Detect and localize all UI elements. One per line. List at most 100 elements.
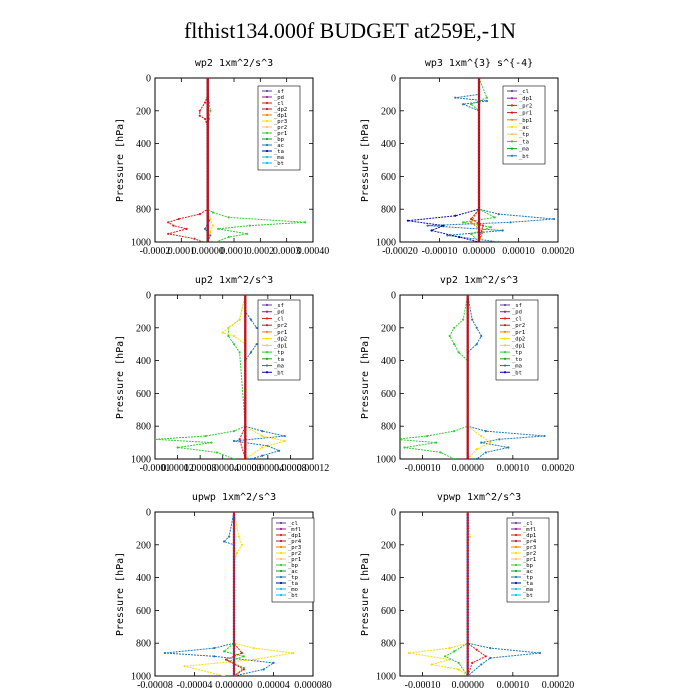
zero-line-marker xyxy=(206,82,209,85)
zero-line-marker xyxy=(206,143,209,147)
series-point_pr1 xyxy=(176,446,179,449)
series-line_tp xyxy=(467,295,545,459)
zero-line-marker xyxy=(244,324,247,327)
series-point_pr1 xyxy=(210,441,213,444)
zero-line-marker xyxy=(477,85,481,88)
legend-entry: _pr3 xyxy=(288,545,301,551)
zero-line-marker xyxy=(206,101,209,105)
zero-line-marker xyxy=(232,650,236,653)
zero-line-marker xyxy=(244,402,247,405)
series-point_pr1 xyxy=(227,235,230,239)
zero-line-marker xyxy=(477,207,481,211)
zero-line-marker xyxy=(466,385,469,389)
zero-line-marker xyxy=(466,574,469,578)
series-point_pr2 xyxy=(252,658,255,661)
series-point_tp xyxy=(484,451,487,454)
zero-line-marker xyxy=(206,96,209,99)
zero-line-marker xyxy=(466,622,469,625)
zero-line-marker xyxy=(232,655,236,659)
zero-line-marker xyxy=(244,455,247,458)
zero-line-marker xyxy=(206,157,209,161)
zero-line-marker xyxy=(466,658,469,661)
zero-line-marker xyxy=(244,318,247,322)
chart-title: wp2 1xm^2/s^3 xyxy=(195,58,273,69)
zero-line-marker xyxy=(206,166,209,169)
zero-line-marker xyxy=(232,541,236,544)
zero-line-marker xyxy=(232,588,236,592)
zero-line-marker xyxy=(477,113,481,116)
series-point_tp xyxy=(213,647,216,650)
legend-entry: _ma xyxy=(512,364,522,370)
y-tick-label: 0 xyxy=(391,291,396,302)
series-point_tp xyxy=(475,343,478,346)
x-tick-label: 0.00010 xyxy=(497,680,530,691)
zero-line-marker xyxy=(206,160,209,163)
legend-entry: _sf xyxy=(274,303,284,309)
zero-line-marker xyxy=(232,560,236,564)
series-point_dp2 xyxy=(201,240,204,242)
zero-line-marker xyxy=(244,405,247,408)
zero-line-marker xyxy=(232,605,236,608)
y-tick-label: 1000 xyxy=(131,455,151,466)
zero-line-marker xyxy=(206,205,209,208)
legend-entry: _cl xyxy=(274,316,284,322)
legend-entry: _dp2 xyxy=(512,337,525,343)
series-point_dp2 xyxy=(198,114,201,117)
zero-line-marker xyxy=(244,410,247,414)
zero-line-marker xyxy=(244,296,247,299)
zero-line-marker xyxy=(244,349,247,352)
zero-line-marker xyxy=(466,594,469,597)
series-point_dp2 xyxy=(193,237,196,240)
legend-entry: _ta xyxy=(274,149,284,155)
legend-swatch-marker xyxy=(265,107,269,111)
zero-line-marker xyxy=(466,422,469,425)
zero-line-marker xyxy=(466,600,469,603)
zero-line-marker xyxy=(244,380,247,383)
legend-entry: _cl xyxy=(274,101,284,107)
series-point_tp xyxy=(272,661,275,664)
zero-line-marker xyxy=(466,625,469,628)
series-point_tp xyxy=(426,224,429,227)
x-tick-label: 0.00000 xyxy=(229,463,262,474)
zero-line-marker xyxy=(466,544,469,547)
legend-entry: _bt xyxy=(519,154,529,160)
series-point_pr2 xyxy=(430,663,433,666)
zero-line-marker xyxy=(477,149,481,152)
zero-line-marker xyxy=(244,316,247,319)
zero-line-marker xyxy=(466,413,469,417)
zero-line-marker xyxy=(466,605,469,608)
legend-entry: _pr1 xyxy=(274,131,287,137)
zero-line-marker xyxy=(477,221,481,225)
zero-line-marker xyxy=(477,152,481,155)
zero-line-marker xyxy=(206,210,209,214)
series-point_pr1 xyxy=(204,434,207,438)
series-point_pr2 xyxy=(457,668,460,671)
zero-line-marker xyxy=(244,441,247,444)
legend-entry: _mfl xyxy=(523,527,536,533)
zero-line-marker xyxy=(466,555,469,558)
zero-line-marker xyxy=(466,399,469,403)
zero-line-marker xyxy=(466,644,469,648)
legend-swatch-marker xyxy=(279,551,283,555)
zero-line-marker xyxy=(466,647,469,650)
zero-line-marker xyxy=(466,438,469,442)
y-tick-label: 800 xyxy=(381,422,396,433)
zero-line-marker xyxy=(466,316,469,319)
chart-panel-3: up2 1xm^2/s^3 Pressure [hPa] 0 200 400 600 800… xyxy=(115,275,329,474)
zero-line-marker xyxy=(244,302,247,305)
series-point_pr2 xyxy=(448,647,451,650)
series-point_bt xyxy=(243,457,247,459)
series-point_pr1 xyxy=(227,216,230,219)
legend-swatch-marker xyxy=(510,118,514,121)
series-point_tp xyxy=(227,535,231,538)
zero-line-marker xyxy=(232,563,236,567)
series-point_dp2 xyxy=(185,227,188,230)
zero-line-marker xyxy=(206,182,209,186)
zero-line-marker xyxy=(477,224,481,227)
legend-entry: _cl xyxy=(519,89,529,95)
series-point_tp xyxy=(475,326,478,329)
zero-line-marker xyxy=(244,408,247,411)
zero-line-marker xyxy=(466,410,469,414)
zero-line-marker xyxy=(244,304,247,308)
legend-entry: _pd xyxy=(274,95,284,101)
